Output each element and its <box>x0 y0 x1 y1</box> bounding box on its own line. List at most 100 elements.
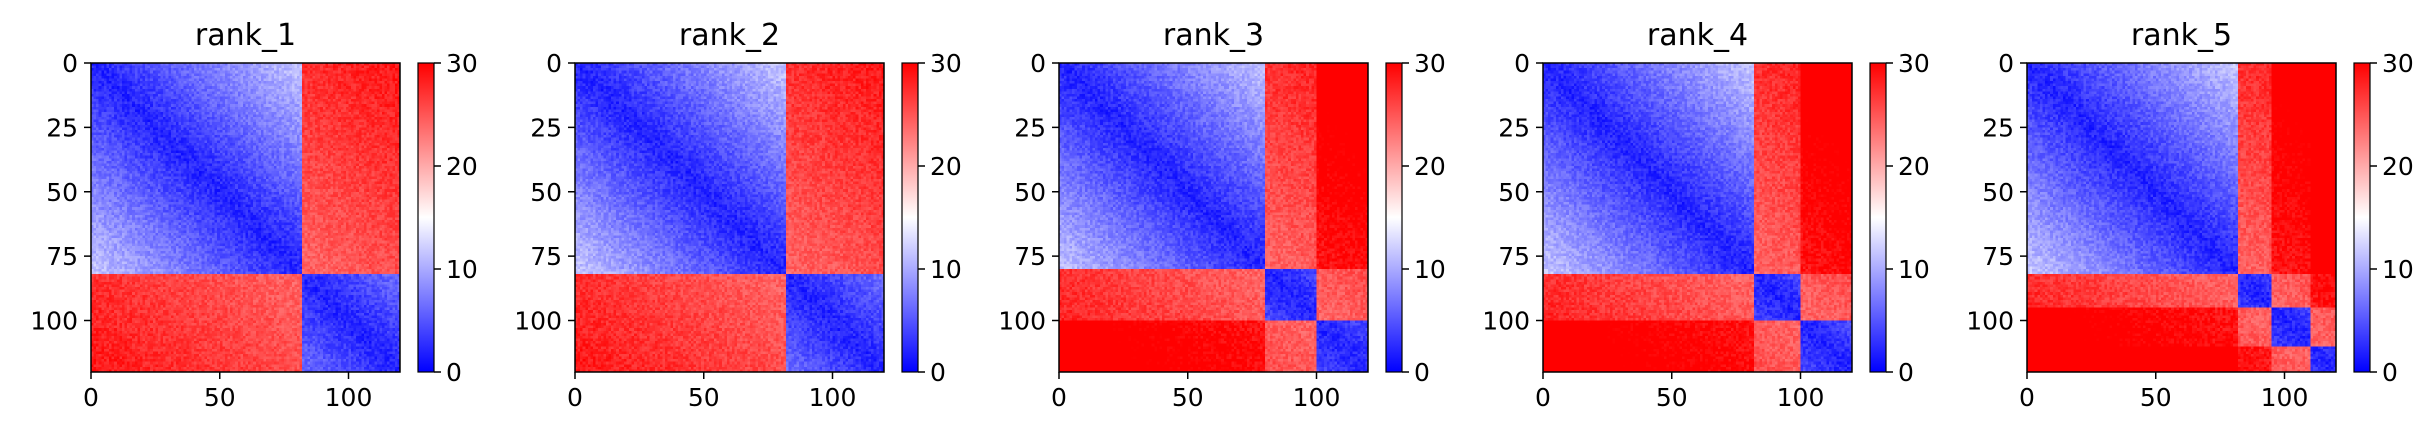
heatmap-cell <box>189 104 192 107</box>
heatmap-cell <box>264 107 267 110</box>
heatmap-cell <box>289 104 292 107</box>
heatmap-cell <box>284 81 287 84</box>
heatmap-cell <box>184 94 187 97</box>
heatmap-cell <box>387 71 390 74</box>
heatmap-cell <box>385 102 388 105</box>
heatmap-cell <box>284 66 287 69</box>
heatmap-cell <box>106 102 109 105</box>
heatmap-cell <box>215 71 218 74</box>
heatmap-cell <box>155 78 158 81</box>
heatmap-cell <box>212 91 215 94</box>
heatmap-cell <box>222 107 225 110</box>
heatmap-cell <box>137 66 140 69</box>
heatmap-cell <box>140 86 143 89</box>
heatmap-cell <box>199 71 202 74</box>
heatmap-cell <box>238 89 241 92</box>
heatmap-cell <box>215 89 218 92</box>
heatmap-cell <box>207 89 210 92</box>
heatmap-cell <box>315 102 318 105</box>
heatmap-cell <box>158 71 161 74</box>
heatmap-cell <box>99 89 102 92</box>
heatmap-cell <box>274 99 277 102</box>
heatmap-cell <box>364 104 367 107</box>
heatmap-cell <box>328 73 331 76</box>
heatmap-cell <box>287 66 290 69</box>
heatmap-cell <box>176 71 179 74</box>
heatmap-cell <box>176 84 179 87</box>
heatmap-cell <box>276 68 279 71</box>
heatmap-cell <box>323 76 326 79</box>
heatmap-cell <box>246 96 249 99</box>
heatmap-cell <box>173 102 176 105</box>
heatmap-cell <box>148 102 151 105</box>
heatmap-cell <box>351 68 354 71</box>
heatmap-cell <box>171 86 174 89</box>
heatmap-cell <box>117 68 120 71</box>
heatmap-cell <box>323 99 326 102</box>
heatmap-cell <box>343 76 346 79</box>
heatmap-cell <box>320 84 323 87</box>
heatmap-cell <box>209 94 212 97</box>
heatmap-cell <box>266 94 269 97</box>
heatmap-cell <box>124 96 127 99</box>
heatmap-cell <box>271 104 274 107</box>
heatmap-cell <box>258 107 261 110</box>
heatmap-cell <box>392 66 395 69</box>
heatmap-cell <box>374 91 377 94</box>
heatmap-cell <box>230 96 233 99</box>
heatmap-cell <box>179 84 182 87</box>
heatmap-cell <box>312 68 315 71</box>
heatmap-cell <box>127 73 130 76</box>
heatmap-cell <box>204 91 207 94</box>
heatmap-cell <box>101 94 104 97</box>
heatmap-cell <box>251 76 254 79</box>
heatmap-cell <box>197 89 200 92</box>
heatmap-cell <box>163 99 166 102</box>
heatmap-cell <box>369 91 372 94</box>
heatmap-cell <box>336 78 339 81</box>
heatmap-cell <box>253 91 256 94</box>
heatmap-cell <box>145 81 148 84</box>
heatmap-cell <box>346 81 349 84</box>
heatmap-cell <box>197 91 200 94</box>
heatmap-cell <box>289 78 292 81</box>
heatmap-cell <box>305 89 308 92</box>
heatmap-cell <box>207 94 210 97</box>
heatmap-cell <box>351 71 354 74</box>
heatmap-cell <box>194 84 197 87</box>
heatmap-cell <box>356 91 359 94</box>
heatmap-cell <box>323 107 326 110</box>
heatmap-cell <box>101 81 104 84</box>
heatmap-cell <box>349 84 352 87</box>
heatmap-cell <box>284 89 287 92</box>
heatmap-cell <box>204 99 207 102</box>
heatmap-cell <box>385 89 388 92</box>
heatmap-cell <box>227 96 230 99</box>
heatmap-cell <box>341 76 344 79</box>
heatmap-cell <box>145 73 148 76</box>
heatmap-cell <box>220 94 223 97</box>
heatmap-cell <box>312 78 315 81</box>
heatmap-cell <box>333 71 336 74</box>
heatmap-cell <box>119 71 122 74</box>
heatmap-cell <box>233 86 236 89</box>
heatmap-cell <box>351 86 354 89</box>
heatmap-cell <box>302 96 305 99</box>
heatmap-cell <box>349 76 352 79</box>
heatmap-cell <box>279 68 282 71</box>
heatmap-cell <box>282 94 285 97</box>
heatmap-cell <box>312 86 315 89</box>
heatmap-cell <box>300 76 303 79</box>
heatmap-cell <box>161 96 164 99</box>
heatmap-cell <box>310 84 313 87</box>
heatmap-cell <box>217 71 220 74</box>
heatmap-cell <box>117 66 120 69</box>
heatmap-cell <box>318 96 321 99</box>
heatmap-cell <box>233 78 236 81</box>
heatmap-cell <box>318 78 321 81</box>
heatmap-cell <box>109 91 112 94</box>
heatmap-cell <box>166 81 169 84</box>
heatmap-cell <box>364 76 367 79</box>
heatmap-cell <box>302 91 305 94</box>
heatmap-cell <box>215 73 218 76</box>
